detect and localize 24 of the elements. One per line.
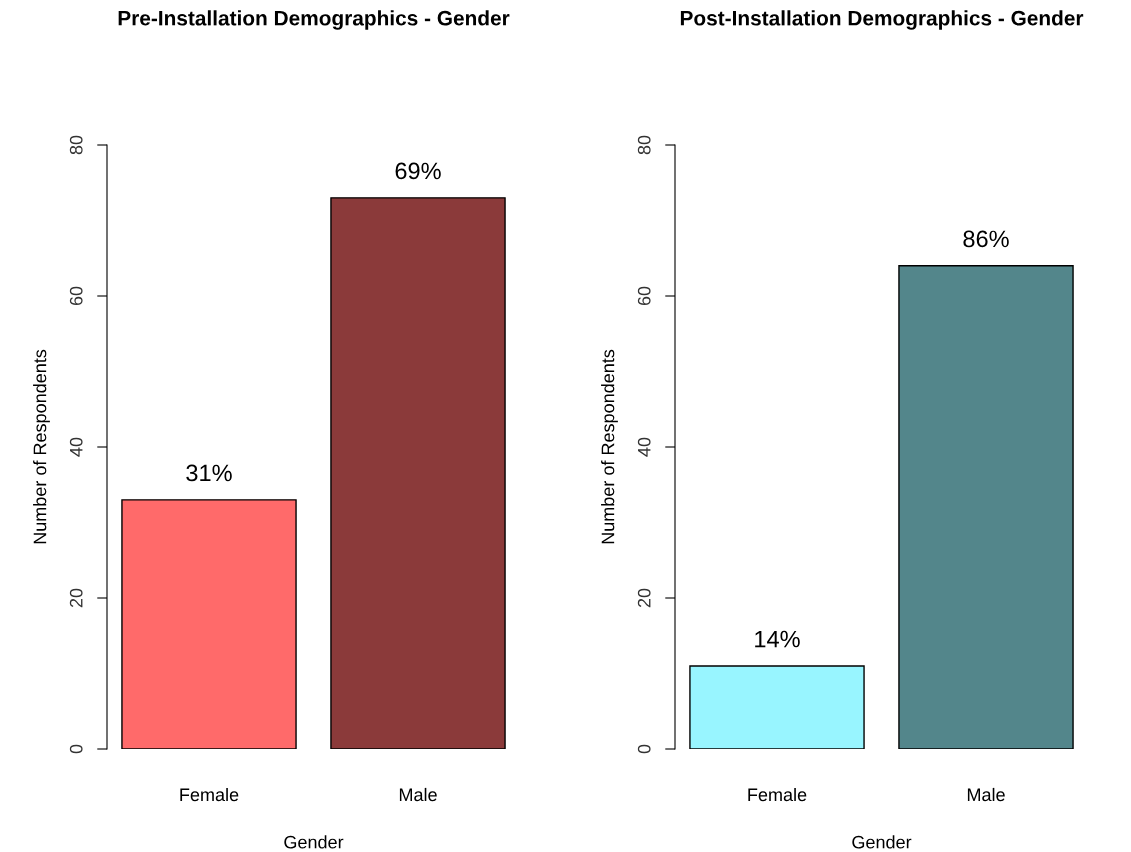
y-tick-label: 80 bbox=[69, 135, 83, 155]
y-tick-label: 20 bbox=[637, 588, 651, 608]
y-tick-label: 20 bbox=[69, 588, 83, 608]
x-tick-label: Female bbox=[748, 787, 807, 802]
x-tick-label: Male bbox=[967, 787, 1005, 802]
y-tick-label: 0 bbox=[637, 744, 651, 754]
x-axis-title: Gender bbox=[284, 835, 344, 849]
annotation: 14% bbox=[755, 630, 800, 648]
annotation: 86% bbox=[963, 230, 1009, 248]
y-tick-label: 40 bbox=[69, 437, 83, 457]
y-tick-label: 0 bbox=[69, 744, 83, 754]
y-axis-title: Number of Respondents bbox=[33, 349, 50, 544]
y-tick-label: 40 bbox=[637, 437, 651, 457]
x-tick-label: Female bbox=[180, 787, 239, 802]
annotation: 69% bbox=[395, 162, 441, 180]
y-tick-label: 60 bbox=[69, 286, 83, 306]
y-tick-label: 80 bbox=[637, 135, 651, 155]
chart-title: Pre-Installation Demographics - Gender bbox=[118, 10, 510, 30]
y-axis-title: Number of Respondents bbox=[601, 349, 618, 544]
x-tick-label: Male bbox=[399, 787, 437, 802]
x-axis-title: Gender bbox=[852, 835, 912, 849]
y-tick-label: 60 bbox=[637, 286, 651, 306]
annotation: 31% bbox=[186, 464, 232, 482]
chart-title: Post-Installation Demographics - Gender bbox=[680, 10, 1084, 30]
